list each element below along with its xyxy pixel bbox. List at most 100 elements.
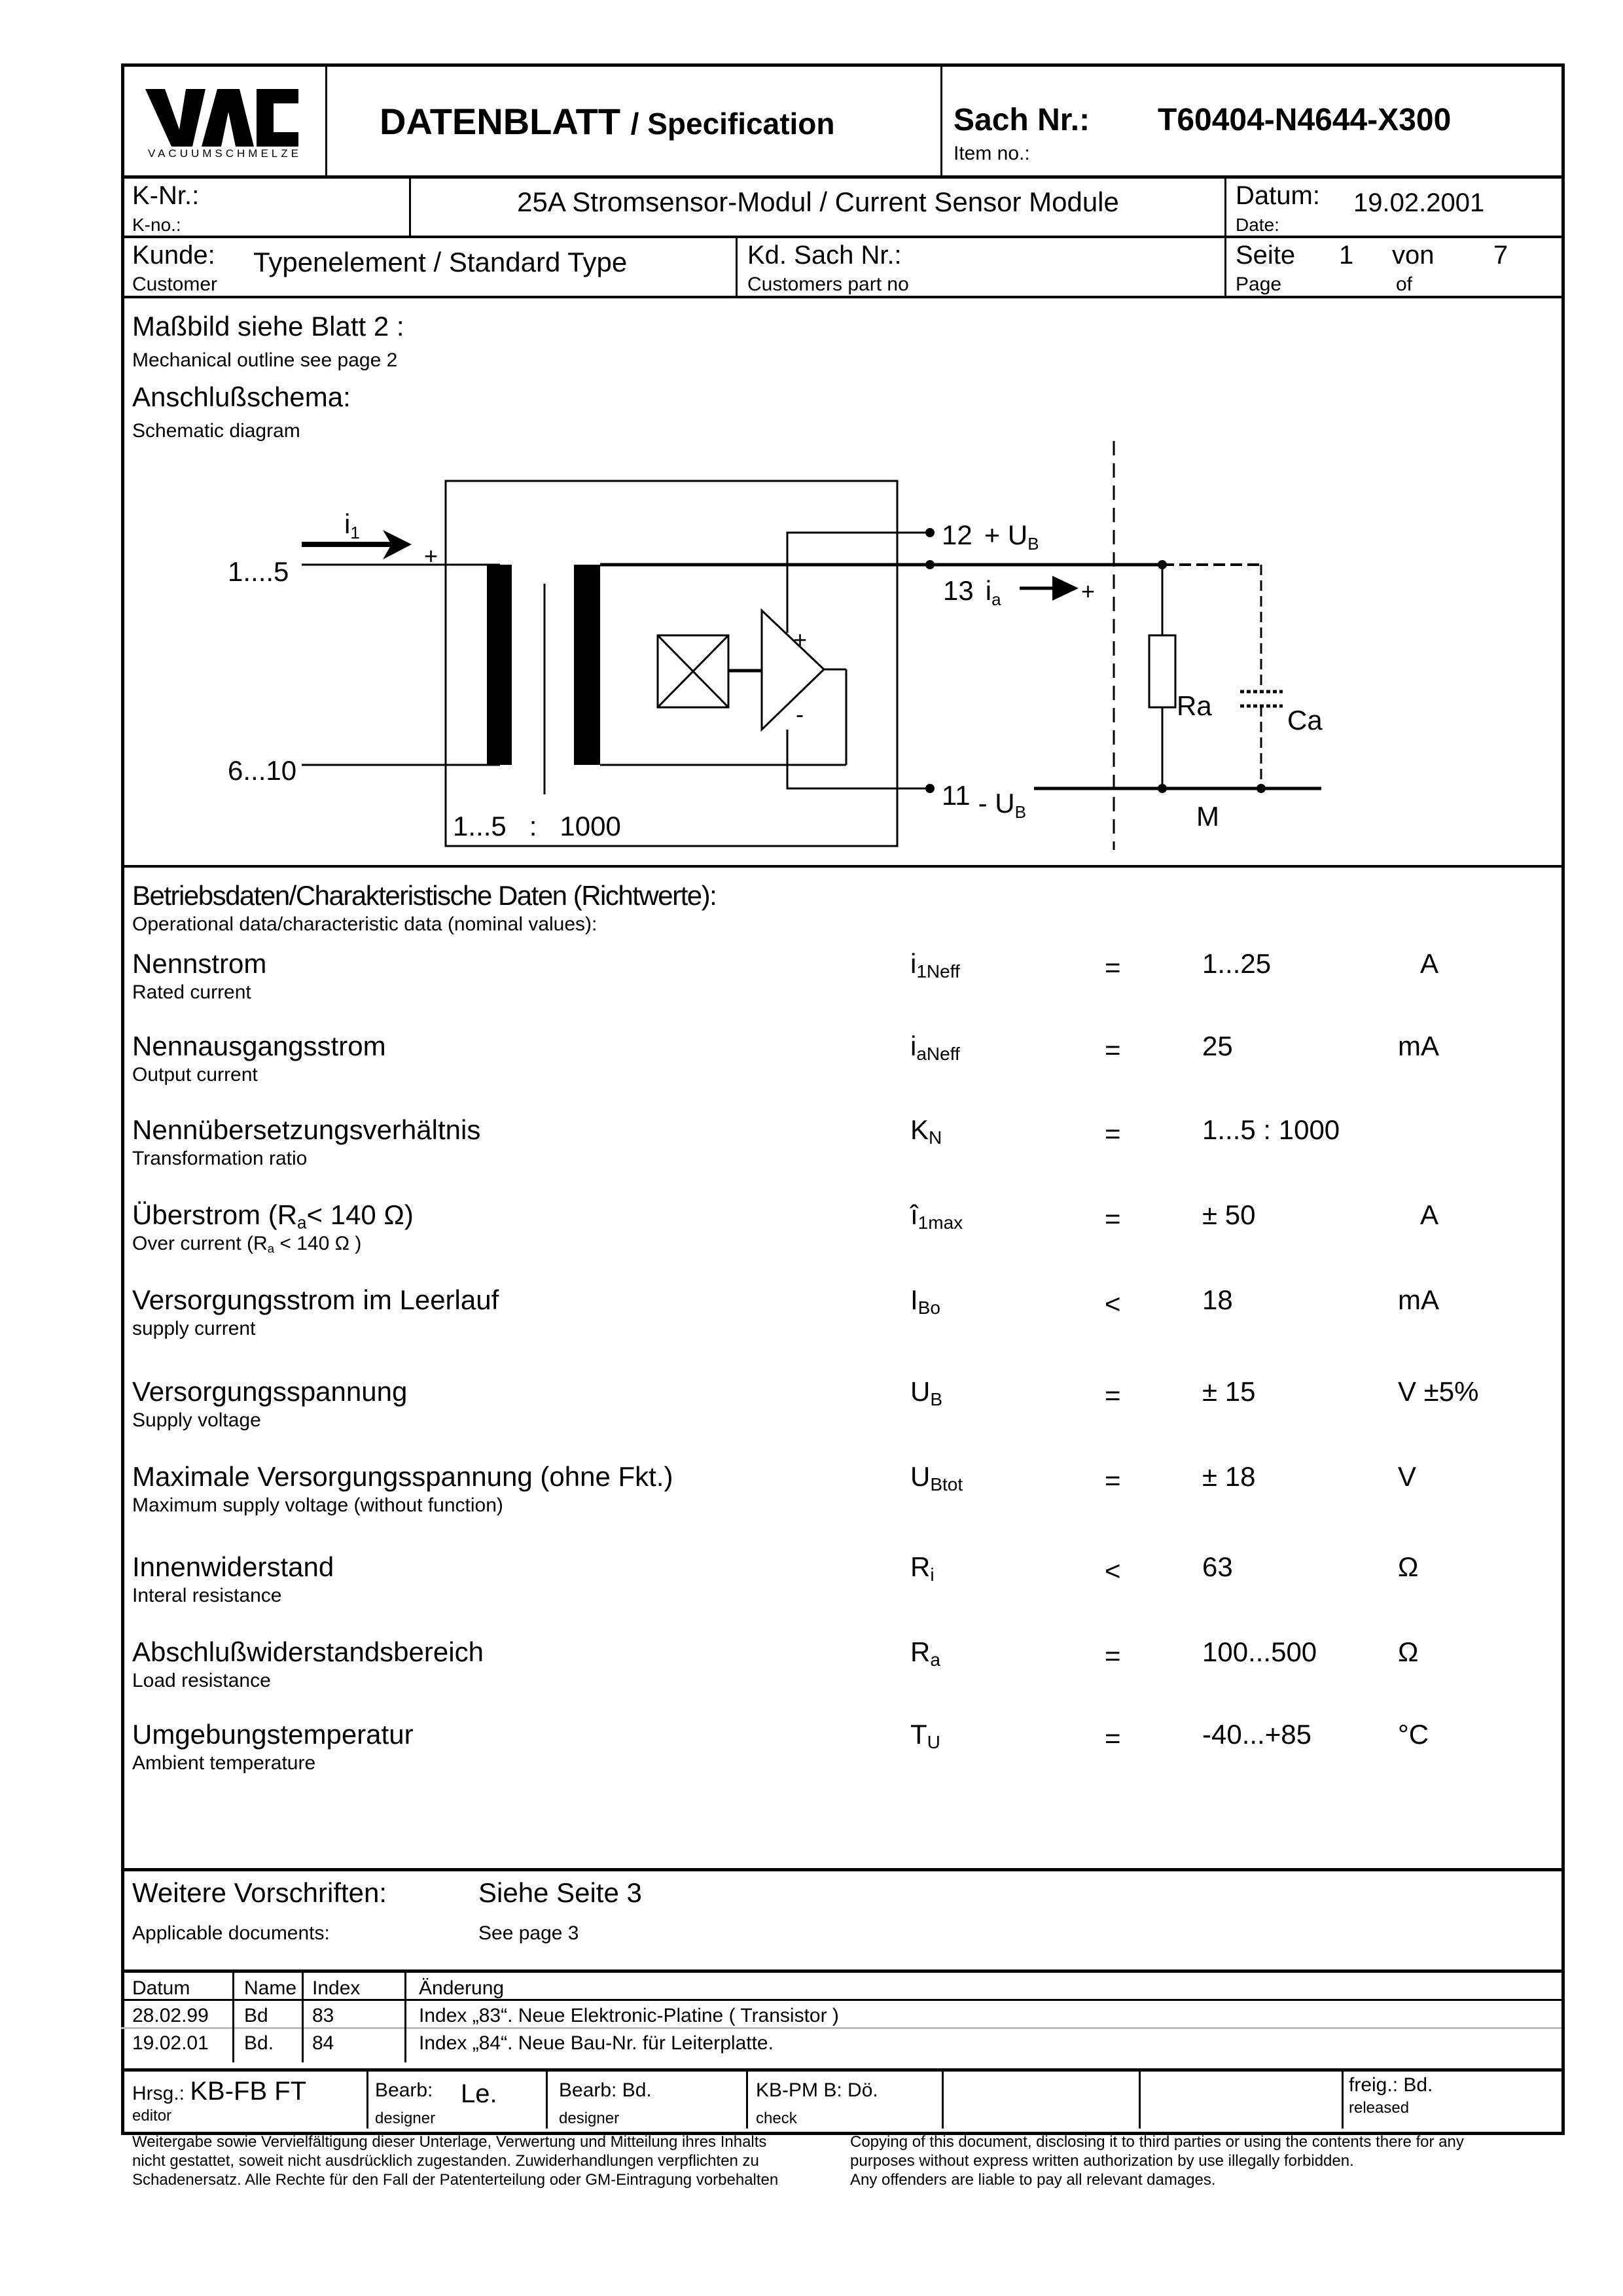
page-number: 1 (1339, 241, 1354, 270)
pin12-label: 12 + UB (942, 520, 1039, 554)
spec-symbol: UB (910, 1376, 942, 1409)
product-description: 25A Stromsensor-Modul / Current Sensor M… (517, 186, 1119, 217)
symbol-subscript: 1max (918, 1212, 963, 1233)
logo-subtext: VACUUMSCHMELZE (148, 147, 302, 160)
spec-unit: V (1398, 1461, 1417, 1492)
date-value: 19.02.2001 (1353, 188, 1485, 217)
editor-en: editor (132, 2107, 172, 2125)
divider (121, 175, 1561, 179)
subscript: a (267, 1241, 275, 1256)
arrow-ia-icon (1052, 576, 1079, 601)
spec-label-en: supply current (132, 1319, 255, 1339)
divider (121, 865, 1561, 868)
applicable-value-en: See page 3 (478, 1922, 579, 1944)
schema-title: Anschlußschema: (132, 381, 351, 412)
ia-plus: + (1081, 578, 1095, 605)
opamp (760, 608, 826, 732)
item-label-en: Item no.: (954, 143, 1030, 164)
module-box (444, 480, 899, 847)
spec-label: Versorgungsspannung (132, 1378, 407, 1405)
footer-en-3: Any offenders are liable to pay all rele… (850, 2171, 1216, 2189)
table-cell: Bd (244, 2005, 268, 2026)
spec-value: ± 15 (1202, 1376, 1256, 1407)
subscript: a (297, 1212, 307, 1233)
text-part: Nennausgangsstrom (132, 1031, 386, 1061)
symbol-subscript: a (930, 1650, 940, 1670)
divider (121, 1969, 1561, 1973)
spec-relation: < (1105, 1288, 1121, 1319)
text-part: Over current (R (132, 1233, 268, 1254)
footer-en-2: purposes without express written authori… (850, 2152, 1354, 2170)
designer1-label: Bearb: (375, 2079, 433, 2101)
symbol-base: U (910, 1461, 931, 1492)
customer-label: Kunde: (132, 241, 215, 270)
spec-value: 18 (1202, 1284, 1233, 1315)
spec-value: 1...25 (1202, 948, 1272, 979)
k-label: K-Nr.: (132, 181, 200, 210)
divider (1342, 2070, 1344, 2128)
spec-label-en: Rated current (132, 983, 251, 1002)
editor-value: KB-FB FT (190, 2077, 307, 2106)
divider (325, 65, 327, 177)
divider (404, 1971, 406, 2062)
vac-logo (145, 89, 298, 147)
applicable-label-en: Applicable documents: (132, 1922, 330, 1944)
designer2: Bearb: Bd. (559, 2079, 652, 2101)
divider (121, 296, 1561, 298)
symbol-base: î (910, 1199, 918, 1230)
released: freig.: Bd. (1349, 2074, 1433, 2096)
spec-value: ± 50 (1202, 1199, 1256, 1230)
pin13-label: 13 ia (943, 575, 1001, 609)
table-cell: 28.02.99 (132, 2005, 209, 2026)
terminal-11 (925, 784, 935, 793)
text-part: supply current (132, 1318, 256, 1339)
text-part: Abschlußwiderstandsbereich (132, 1636, 484, 1667)
spec-relation: = (1105, 1465, 1121, 1496)
released-en: released (1349, 2099, 1410, 2117)
data-section-title-en: Operational data/characteristic data (no… (132, 913, 597, 935)
spec-unit: V ±5% (1398, 1376, 1479, 1407)
spec-label: Abschlußwiderstandsbereich (132, 1638, 484, 1666)
text-part: Load resistance (132, 1670, 271, 1691)
text-part: Versorgungsstrom im Leerlauf (132, 1284, 499, 1315)
outline-title-en: Mechanical outline see page 2 (132, 349, 398, 371)
pin-in-bottom: 6...10 (228, 755, 296, 786)
designer2-en: designer (559, 2110, 620, 2127)
plus-input: + (424, 542, 438, 569)
table-cell: Bd. (244, 2032, 274, 2054)
spec-unit: Ω (1398, 1636, 1419, 1667)
divider (302, 1971, 304, 2062)
spec-label-en: Output current (132, 1065, 258, 1085)
spec-label-en: Supply voltage (132, 1411, 261, 1430)
text-part: Rated current (132, 981, 251, 1003)
ratio-label: 1...5 : 1000 (453, 811, 621, 841)
applicable-value: Siehe Seite 3 (478, 1877, 642, 1908)
pin-in-top: 1....5 (228, 556, 289, 587)
spec-value: 100...500 (1202, 1636, 1317, 1667)
spec-label: Umgebungstemperatur (132, 1721, 414, 1748)
spec-symbol: Ri (910, 1553, 935, 1584)
spec-relation: = (1105, 1034, 1121, 1065)
spec-label: Überstrom (Ra< 140 Ω) (132, 1201, 414, 1231)
divider (1139, 2070, 1141, 2128)
divider (736, 237, 738, 297)
spec-value: ± 18 (1202, 1461, 1256, 1492)
symbol-base: U (910, 1376, 931, 1407)
divider (121, 236, 1561, 238)
part-label-en: Customers part no (747, 274, 909, 295)
spec-unit: A (1420, 948, 1439, 979)
table-cell: 84 (312, 2032, 334, 2054)
resistor-ra (1148, 634, 1177, 709)
spec-value: -40...+85 (1202, 1719, 1311, 1750)
date-label: Datum: (1236, 181, 1320, 210)
title-main: DATENBLATT (380, 101, 621, 142)
opamp-plus: + (793, 626, 807, 653)
spec-unit: mA (1398, 1031, 1439, 1061)
spec-symbol: UBtot (910, 1461, 963, 1494)
spec-label-en: Over current (Ra < 140 Ω ) (132, 1233, 361, 1256)
page-count: 7 (1493, 241, 1508, 270)
m-label: M (1196, 801, 1219, 832)
divider (232, 1971, 234, 2062)
terminal-12 (925, 528, 935, 537)
spec-label: Innenwiderstand (132, 1553, 334, 1581)
